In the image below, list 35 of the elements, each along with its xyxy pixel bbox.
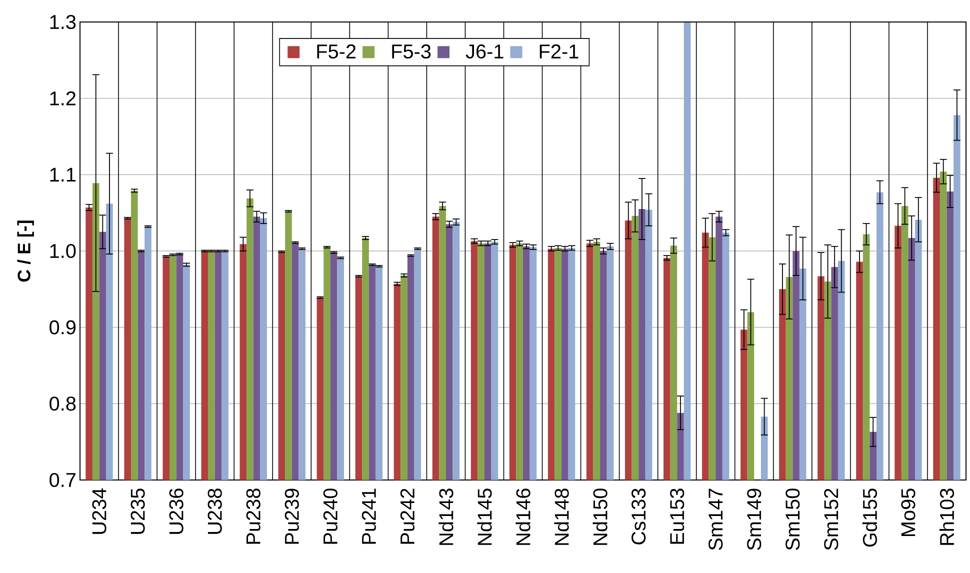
legend-label: J6-1 [466,44,504,59]
x-tick-label: U238 [208,488,222,534]
x-tick-label: Nd146 [516,488,530,545]
x-tick-label: Sm147 [708,488,723,550]
x-tick-label: Eu153 [670,488,684,544]
x-tick-label: U234 [92,488,106,534]
x-tick-label: Sm150 [786,488,800,550]
x-tick-label: Sm152 [824,488,838,550]
y-tick-label: 1.1 [50,168,76,182]
x-tick-label: Pu239 [284,488,299,544]
x-tick-label: Gd155 [862,488,878,547]
x-tick-label: Nd143 [438,488,454,545]
x-tick-label: Rh103 [939,488,954,545]
x-tick-label: Mo95 [901,488,916,536]
x-tick-label: Nd150 [592,488,608,545]
x-tick-label: Sm149 [747,488,762,550]
x-tick-label: Pu240 [323,488,338,544]
x-tick-label: Pu241 [362,488,376,544]
x-tick-label: Nd148 [554,488,569,545]
x-tick-label: Cs133 [632,488,646,544]
legend-label: F5-3 [392,44,431,59]
y-tick-label: 0.9 [50,320,76,334]
legend-label: F2-1 [540,44,578,58]
legend-label: F5-2 [317,44,356,59]
y-tick-label: 1.3 [50,14,76,30]
x-tick-label: Nd145 [477,488,492,545]
y-axis-title: C / E [-] [17,220,34,282]
y-tick-label: 1.2 [50,91,76,106]
x-tick-label: Pu242 [400,488,414,544]
y-tick-label: 0.8 [50,396,76,411]
y-tick-label: 0.7 [50,472,76,488]
x-tick-label: U235 [130,488,145,534]
x-tick-label: U236 [169,488,184,534]
y-tick-label: 1.0 [50,244,76,258]
x-tick-label: Pu238 [246,488,260,544]
